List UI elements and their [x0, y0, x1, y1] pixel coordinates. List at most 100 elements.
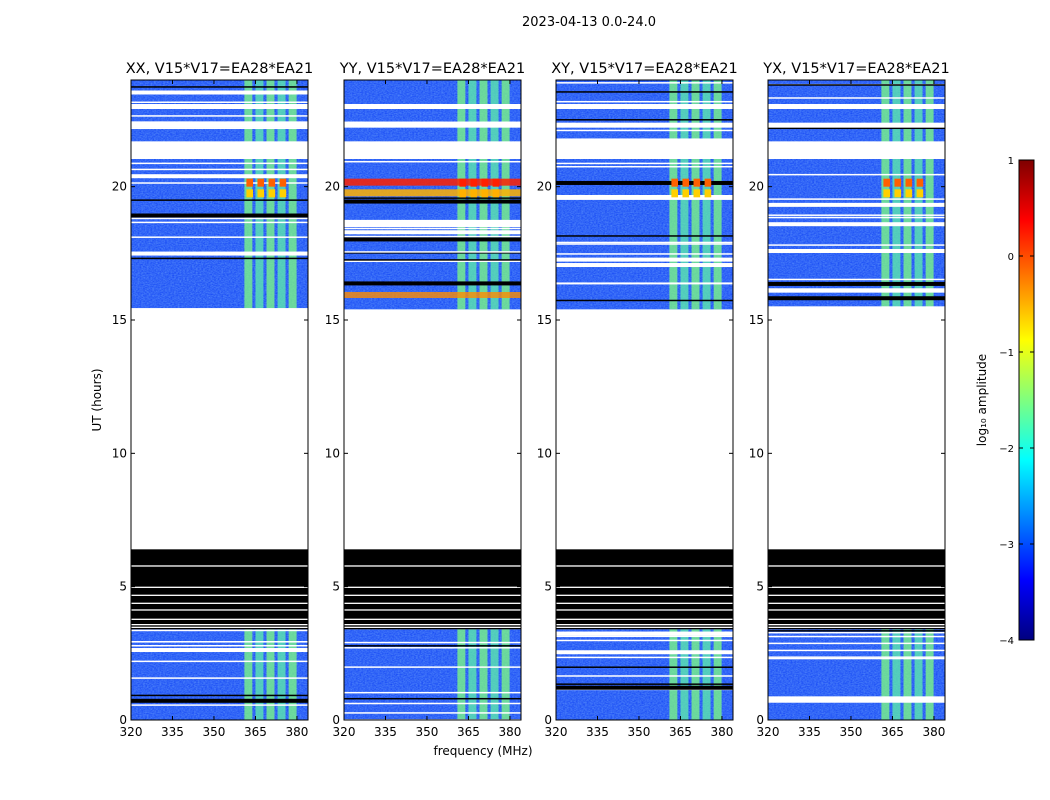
- x-tick-label: 365: [457, 725, 480, 739]
- flag-line: [556, 626, 733, 628]
- panel-xy: XY, V15*V17=EA28*EA21 320 335 350 365 380 0 5 10…: [537, 61, 738, 739]
- bright-band: [713, 629, 722, 720]
- rfi-spot: [693, 189, 701, 198]
- heatmap-data: [131, 80, 308, 720]
- bright-band: [288, 80, 297, 310]
- flag-line: [344, 160, 521, 163]
- flag-line: [131, 660, 308, 663]
- y-tick-label: 0: [332, 713, 340, 727]
- flag-line: [131, 677, 308, 679]
- rfi-spot: [682, 189, 690, 198]
- flag-line: [768, 656, 945, 658]
- bright-band: [680, 629, 689, 720]
- x-tick-label: 365: [881, 725, 904, 739]
- x-tick-label: 350: [416, 725, 439, 739]
- flag-gap: [131, 144, 308, 159]
- rfi-line: [344, 292, 521, 298]
- flag-line: [556, 122, 733, 128]
- flag-line: [768, 278, 945, 281]
- flag-line: [344, 260, 521, 262]
- y-tick-label: 10: [325, 446, 340, 460]
- flag-line: [344, 565, 521, 567]
- flag-gap: [556, 144, 733, 159]
- x-tick-label: 320: [545, 725, 568, 739]
- rfi-spot: [459, 178, 467, 187]
- flagged-block: [344, 549, 521, 630]
- x-tick-label: 350: [628, 725, 651, 739]
- flag-line: [131, 162, 308, 165]
- rfi-spot: [916, 178, 924, 187]
- flag-line: [556, 141, 733, 147]
- panel-yx: YX, V15*V17=EA28*EA21 320 335 350 365 380 0 5 10…: [749, 61, 950, 739]
- rfi-spot: [671, 178, 679, 187]
- flag-line: [768, 202, 945, 207]
- flag-line: [768, 306, 945, 311]
- flag-line: [131, 217, 308, 220]
- flag-line: [131, 221, 308, 224]
- flag-line: [344, 609, 521, 611]
- flag-line: [556, 666, 733, 668]
- flag-line: [131, 115, 308, 117]
- rfi-spot: [246, 189, 254, 198]
- flag-line: [556, 194, 733, 197]
- y-tick-label: 20: [537, 180, 552, 194]
- flag-line: [344, 219, 521, 224]
- colorbar-tick-label: −3: [999, 540, 1014, 551]
- flag-line: [768, 296, 945, 301]
- flag-line: [131, 86, 308, 88]
- x-tick-label: 380: [922, 725, 945, 739]
- flag-line: [344, 712, 521, 714]
- flag-line: [556, 100, 733, 103]
- flag-line: [344, 230, 521, 235]
- flag-line: [556, 257, 733, 262]
- panel-xx: XX, V15*V17=EA28*EA21 320 335 350 365 380 0 5 10…: [112, 61, 314, 739]
- flag-line: [131, 648, 308, 653]
- rfi-spot: [257, 189, 265, 198]
- colorbar-tick-label: 1: [1008, 156, 1014, 167]
- y-tick-label: 0: [544, 713, 552, 727]
- flag-line: [768, 104, 945, 109]
- flag-line: [556, 565, 733, 567]
- x-tick-label: 335: [586, 725, 609, 739]
- rfi-spot: [916, 189, 924, 198]
- x-tick-label: 365: [244, 725, 267, 739]
- heatmap-data: [768, 80, 945, 720]
- rfi-line: [344, 189, 521, 197]
- y-tick-label: 20: [325, 180, 340, 194]
- flag-line: [768, 127, 945, 130]
- rfi-spot: [492, 178, 500, 187]
- axes-frame: [767, 79, 946, 721]
- rfi-spot: [894, 178, 902, 187]
- rfi-spot: [470, 189, 478, 198]
- rfi-spot: [693, 178, 701, 187]
- x-tick-label: 380: [285, 725, 308, 739]
- y-tick-label: 0: [119, 713, 127, 727]
- flag-line: [768, 84, 945, 86]
- rfi-line: [344, 178, 521, 186]
- flag-line: [131, 174, 308, 179]
- flag-line: [556, 602, 733, 604]
- flag-line: [131, 121, 308, 124]
- flag-line: [768, 618, 945, 620]
- flag-line: [556, 241, 733, 244]
- colorbar-tick-label: −2: [999, 444, 1014, 455]
- x-tick-label: 335: [798, 725, 821, 739]
- flag-line: [556, 180, 733, 185]
- rfi-spot: [905, 189, 913, 198]
- flag-line: [556, 635, 733, 638]
- flag-line: [344, 666, 521, 668]
- x-tick-label: 350: [840, 725, 863, 739]
- rfi-spot: [459, 189, 467, 198]
- flag-line: [131, 624, 308, 626]
- y-tick-label: 10: [749, 446, 764, 460]
- flag-line: [768, 609, 945, 611]
- flag-line: [768, 630, 945, 632]
- y-axis-label: UT (hours): [90, 368, 104, 431]
- flag-line: [556, 195, 733, 200]
- axes-frame: [343, 79, 522, 721]
- flag-line: [131, 213, 308, 218]
- bright-band: [244, 629, 253, 720]
- rfi-spot: [671, 189, 679, 198]
- flag-line: [131, 101, 308, 103]
- flag-line: [556, 253, 733, 255]
